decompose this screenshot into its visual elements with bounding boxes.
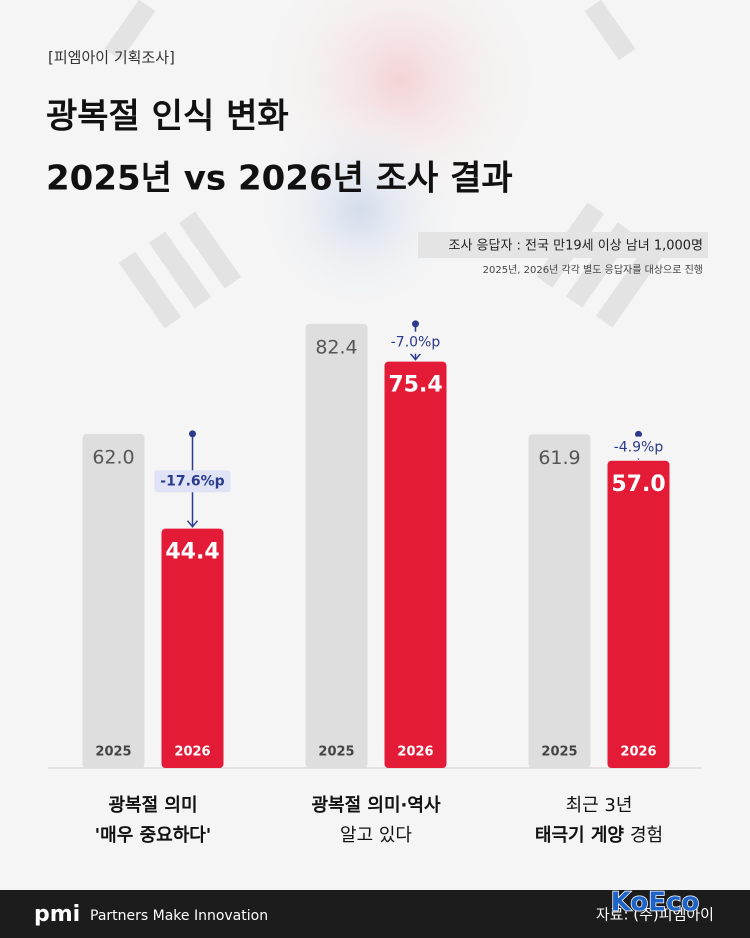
watermark: KoEco bbox=[611, 888, 700, 918]
series-label: 2026 bbox=[620, 745, 656, 760]
category-label: 태극기 게양 경험 bbox=[535, 825, 663, 846]
bar bbox=[607, 460, 670, 768]
source: 자료: (주)피엠아이 bbox=[596, 906, 714, 924]
series-label: 2025 bbox=[95, 745, 131, 760]
difference-label: -4.9%p bbox=[614, 440, 664, 456]
bar bbox=[384, 361, 447, 768]
category-label-part: 알고 있다 bbox=[340, 825, 412, 846]
difference-label: -7.0%p bbox=[391, 335, 441, 351]
value-label: 75.4 bbox=[388, 373, 442, 398]
category-label-part: 광복절 의미·역사 bbox=[311, 795, 440, 816]
category-label: 알고 있다 bbox=[340, 825, 412, 846]
value-label: 57.0 bbox=[611, 472, 665, 497]
difference-box bbox=[377, 331, 454, 354]
difference-label: -17.6%p bbox=[160, 473, 224, 489]
title-line: 2025년 vs 2026년 조사 결과 bbox=[46, 159, 513, 199]
difference-box bbox=[600, 436, 677, 459]
arrow-dot bbox=[412, 320, 419, 328]
tag: [피엠아이 기획조사] bbox=[48, 49, 175, 67]
bar bbox=[305, 323, 368, 768]
respondents: 조사 응답자 : 전국 만19세 이상 남녀 1,000명 bbox=[448, 239, 703, 254]
category-label: 최근 3년 bbox=[566, 795, 633, 816]
category-label-part: 경험 bbox=[630, 825, 663, 846]
title-line: 광복절 인식 변화 bbox=[46, 97, 289, 137]
category-label-part: 태극기 게양 bbox=[535, 825, 625, 846]
series-label: 2026 bbox=[397, 745, 433, 760]
value-label: 44.4 bbox=[165, 540, 219, 565]
series-label: 2025 bbox=[541, 745, 577, 760]
arrow-dot bbox=[189, 430, 196, 438]
value-label: 82.4 bbox=[315, 336, 357, 358]
category-label-part: 최근 3년 bbox=[566, 795, 633, 816]
value-label: 61.9 bbox=[538, 447, 580, 469]
flag-circle bbox=[250, 100, 470, 320]
category-label-part: 광복절 의미 bbox=[108, 795, 197, 816]
arrow-head bbox=[409, 353, 422, 361]
bar bbox=[82, 433, 145, 768]
difference-box bbox=[154, 470, 231, 493]
trigram bbox=[104, 0, 665, 329]
bar bbox=[528, 434, 591, 768]
note: 2025년, 2026년 각각 별도 응답자를 대상으로 진행 bbox=[483, 264, 703, 276]
series-label: 2026 bbox=[174, 745, 210, 760]
category-label: '매우 중요하다' bbox=[95, 825, 212, 846]
category-label: 광복절 의미·역사 bbox=[311, 795, 440, 816]
value-label: 62.0 bbox=[92, 446, 134, 468]
bar bbox=[161, 528, 224, 768]
arrow-head bbox=[186, 520, 199, 528]
footer bbox=[0, 890, 750, 938]
slogan: Partners Make Innovation bbox=[90, 908, 268, 924]
category-label: 광복절 의미 bbox=[108, 795, 197, 816]
series-label: 2025 bbox=[318, 745, 354, 760]
respondents-box bbox=[418, 232, 708, 258]
brand: pmi bbox=[34, 902, 80, 927]
category-label-part: '매우 중요하다' bbox=[95, 825, 212, 846]
arrow-dot bbox=[635, 430, 642, 438]
